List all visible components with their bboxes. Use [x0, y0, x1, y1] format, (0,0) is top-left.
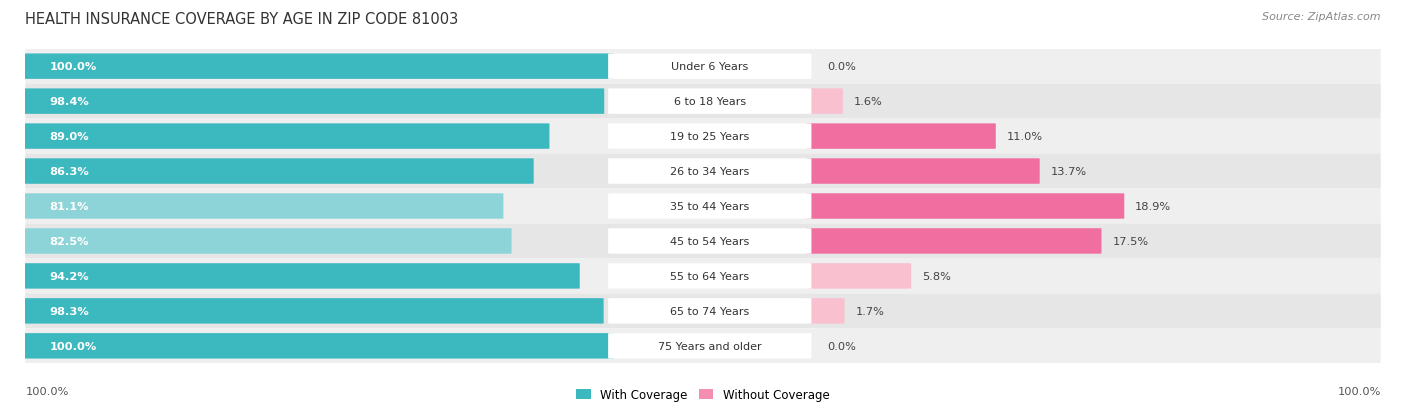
FancyBboxPatch shape	[24, 263, 579, 289]
Text: 86.3%: 86.3%	[49, 166, 90, 177]
FancyBboxPatch shape	[24, 229, 512, 254]
FancyBboxPatch shape	[25, 119, 1381, 154]
FancyBboxPatch shape	[609, 299, 811, 324]
FancyBboxPatch shape	[24, 299, 603, 324]
Text: 1.6%: 1.6%	[853, 97, 883, 107]
Text: 18.9%: 18.9%	[1135, 202, 1171, 211]
FancyBboxPatch shape	[609, 159, 811, 184]
Legend: With Coverage, Without Coverage: With Coverage, Without Coverage	[576, 389, 830, 401]
Text: 6 to 18 Years: 6 to 18 Years	[673, 97, 745, 107]
Text: 0.0%: 0.0%	[828, 341, 856, 351]
FancyBboxPatch shape	[24, 89, 605, 114]
Text: 55 to 64 Years: 55 to 64 Years	[671, 271, 749, 281]
Text: 17.5%: 17.5%	[1112, 236, 1149, 247]
Text: 1.7%: 1.7%	[855, 306, 884, 316]
Text: 94.2%: 94.2%	[49, 271, 90, 281]
Text: 13.7%: 13.7%	[1050, 166, 1087, 177]
Text: 100.0%: 100.0%	[49, 62, 97, 72]
FancyBboxPatch shape	[25, 189, 1381, 224]
Text: 11.0%: 11.0%	[1007, 132, 1043, 142]
FancyBboxPatch shape	[25, 84, 1381, 119]
Text: 5.8%: 5.8%	[922, 271, 950, 281]
Text: 35 to 44 Years: 35 to 44 Years	[671, 202, 749, 211]
FancyBboxPatch shape	[609, 89, 811, 114]
Text: 75 Years and older: 75 Years and older	[658, 341, 762, 351]
FancyBboxPatch shape	[24, 159, 534, 184]
FancyBboxPatch shape	[25, 329, 1381, 363]
FancyBboxPatch shape	[806, 263, 911, 289]
FancyBboxPatch shape	[806, 229, 1101, 254]
FancyBboxPatch shape	[609, 194, 811, 219]
FancyBboxPatch shape	[609, 54, 811, 80]
Text: 100.0%: 100.0%	[49, 341, 97, 351]
Text: 45 to 54 Years: 45 to 54 Years	[671, 236, 749, 247]
FancyBboxPatch shape	[806, 89, 842, 114]
FancyBboxPatch shape	[609, 124, 811, 150]
FancyBboxPatch shape	[806, 194, 1125, 219]
Text: 82.5%: 82.5%	[49, 236, 89, 247]
FancyBboxPatch shape	[609, 263, 811, 289]
FancyBboxPatch shape	[806, 159, 1039, 184]
FancyBboxPatch shape	[24, 54, 613, 80]
Text: 19 to 25 Years: 19 to 25 Years	[671, 132, 749, 142]
Text: 0.0%: 0.0%	[828, 62, 856, 72]
FancyBboxPatch shape	[25, 224, 1381, 259]
Text: 26 to 34 Years: 26 to 34 Years	[671, 166, 749, 177]
FancyBboxPatch shape	[806, 124, 995, 150]
FancyBboxPatch shape	[25, 50, 1381, 84]
Text: HEALTH INSURANCE COVERAGE BY AGE IN ZIP CODE 81003: HEALTH INSURANCE COVERAGE BY AGE IN ZIP …	[25, 12, 458, 27]
FancyBboxPatch shape	[24, 194, 503, 219]
FancyBboxPatch shape	[25, 294, 1381, 329]
FancyBboxPatch shape	[25, 259, 1381, 294]
FancyBboxPatch shape	[25, 154, 1381, 189]
Text: 98.3%: 98.3%	[49, 306, 90, 316]
Text: 65 to 74 Years: 65 to 74 Years	[671, 306, 749, 316]
FancyBboxPatch shape	[24, 333, 613, 359]
FancyBboxPatch shape	[24, 124, 550, 150]
Text: 100.0%: 100.0%	[1337, 387, 1381, 396]
FancyBboxPatch shape	[806, 299, 845, 324]
Text: 89.0%: 89.0%	[49, 132, 90, 142]
Text: 98.4%: 98.4%	[49, 97, 90, 107]
FancyBboxPatch shape	[609, 229, 811, 254]
Text: Under 6 Years: Under 6 Years	[671, 62, 748, 72]
FancyBboxPatch shape	[609, 333, 811, 359]
Text: 81.1%: 81.1%	[49, 202, 89, 211]
Text: 100.0%: 100.0%	[25, 387, 69, 396]
Text: Source: ZipAtlas.com: Source: ZipAtlas.com	[1263, 12, 1381, 22]
